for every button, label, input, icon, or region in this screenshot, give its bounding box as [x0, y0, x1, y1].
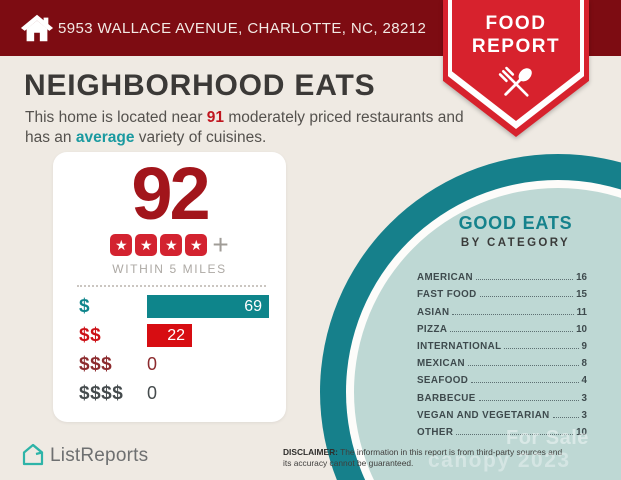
zero-value: 0 — [147, 354, 158, 374]
disclaimer-text: DISCLAIMER: The information in this repo… — [283, 447, 563, 468]
dotted-leader — [456, 433, 574, 435]
star-icon: ★ — [115, 237, 128, 253]
bar-area: 22 — [147, 324, 270, 347]
badge-title-line1: FOOD — [485, 13, 547, 34]
category-count: 16 — [576, 272, 587, 284]
price-level-label: $$$ — [79, 353, 113, 375]
category-row: AMERICAN 16 — [417, 266, 587, 283]
category-count: 10 — [576, 426, 587, 438]
price-chart-row: $$$ 0 — [79, 350, 270, 379]
category-label: FAST FOOD — [417, 289, 477, 301]
category-label: ASIAN — [417, 306, 450, 318]
dotted-divider — [77, 285, 266, 287]
watermark-for-sale: For Sale — [506, 427, 589, 449]
property-address: 5953 WALLACE AVENUE, CHARLOTTE, NC, 2821… — [58, 19, 427, 37]
star-tile: ★ — [135, 234, 158, 256]
food-report-badge: FOOD REPORT — [443, 0, 589, 137]
bar-area: 0 — [147, 382, 270, 405]
category-label: AMERICAN — [417, 272, 473, 284]
home-icon — [20, 12, 54, 49]
price-chart: $69 $$ 22 $$$ 0 $$$$ 0 — [79, 292, 270, 408]
good-eats-header: GOOD EATS BY CATEGORY — [413, 213, 618, 249]
category-label: MEXICAN — [417, 358, 465, 370]
star-tile: ★ — [185, 234, 208, 256]
good-eats-list: AMERICAN 16 FAST FOOD 15 ASIAN 11 PIZZA 10 INTER… — [417, 266, 587, 438]
badge-title: FOOD REPORT — [443, 12, 589, 58]
category-count: 9 — [581, 340, 587, 352]
bar-area: 69 — [147, 295, 270, 318]
price-level-label: $$$$ — [79, 382, 124, 404]
star-icon: ★ — [190, 237, 203, 253]
category-label: OTHER — [417, 426, 454, 438]
star-tile: ★ — [110, 234, 133, 256]
price-level-label: $$ — [79, 324, 102, 346]
subtitle-line2: has an average variety of cuisines. — [25, 128, 267, 146]
dotted-leader — [476, 279, 574, 281]
listreports-logo-icon — [20, 441, 46, 473]
value-bar: 69 — [147, 295, 269, 318]
dotted-leader — [504, 347, 579, 349]
category-label: INTERNATIONAL — [417, 340, 502, 352]
stars-row: ★ ★ ★ ★ + — [53, 229, 286, 260]
value-bar: 22 — [147, 324, 192, 347]
watermark-canopy: canopy 2023 — [428, 449, 571, 472]
category-label: VEGAN AND VEGETARIAN — [417, 409, 550, 421]
score-card: 92 ★ ★ ★ ★ + WITHIN 5 MILES $69 $$ 22 $$$ 0 $$$$… — [53, 152, 286, 422]
category-row: ASIAN 11 — [417, 300, 587, 318]
category-row: INTERNATIONAL 9 — [417, 335, 587, 352]
good-eats-title: GOOD EATS — [458, 213, 573, 233]
dotted-leader — [471, 382, 579, 384]
page-title: NEIGHBORHOOD EATS — [24, 69, 376, 102]
plus-sign: + — [212, 229, 229, 260]
category-row: PIZZA 10 — [417, 318, 587, 335]
category-row: BARBECUE 3 — [417, 386, 587, 404]
category-count: 10 — [576, 323, 587, 335]
category-count: 8 — [581, 358, 587, 370]
brand-name: ListReports — [50, 445, 149, 466]
restaurant-score: 92 — [131, 152, 210, 235]
dotted-leader — [450, 330, 574, 332]
dotted-leader — [452, 313, 574, 315]
category-row: VEGAN AND VEGETARIAN 3 — [417, 404, 587, 421]
dotted-leader — [467, 365, 579, 367]
category-count: 11 — [576, 306, 587, 318]
radius-label: WITHIN 5 MILES — [112, 262, 227, 276]
price-level-label: $ — [79, 295, 91, 317]
price-chart-row: $69 — [79, 292, 270, 321]
good-eats-subtitle: BY CATEGORY — [460, 237, 571, 249]
category-row: OTHER 10 — [417, 421, 587, 438]
badge-title-line2: REPORT — [471, 36, 561, 57]
category-row: SEAFOOD 4 — [417, 369, 587, 386]
star-rating: ★ ★ ★ ★ — [110, 234, 208, 256]
bar-area: 0 — [147, 353, 270, 376]
category-label: SEAFOOD — [417, 375, 469, 387]
category-count: 15 — [576, 289, 587, 301]
category-count: 3 — [581, 392, 587, 404]
category-label: PIZZA — [417, 323, 448, 335]
category-count: 3 — [581, 409, 587, 421]
dotted-leader — [478, 399, 579, 401]
dotted-leader — [479, 296, 574, 298]
dotted-leader — [552, 416, 579, 418]
star-icon: ★ — [140, 237, 153, 253]
variety-highlight: average — [75, 128, 135, 146]
category-label: BARBECUE — [417, 392, 476, 404]
category-count: 4 — [581, 375, 587, 387]
star-icon: ★ — [165, 237, 178, 253]
category-row: MEXICAN 8 — [417, 352, 587, 369]
category-row: FAST FOOD 15 — [417, 283, 587, 300]
restaurant-count: 91 — [206, 109, 225, 126]
zero-value: 0 — [147, 383, 158, 403]
disclaimer-label: DISCLAIMER: — [283, 447, 338, 457]
price-chart-row: $$$$ 0 — [79, 379, 270, 408]
page-subtitle: This home is located near 91 moderately … — [25, 108, 464, 147]
fork-and-spoon-icon — [492, 60, 540, 113]
subtitle-line1: This home is located near 91 moderately … — [25, 109, 464, 126]
star-tile: ★ — [160, 234, 183, 256]
price-chart-row: $$ 22 — [79, 321, 270, 350]
